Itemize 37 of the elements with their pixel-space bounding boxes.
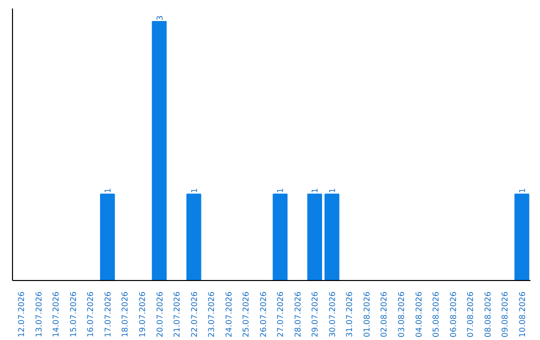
x-tick-label: 03.08.2026 <box>397 291 406 338</box>
x-tick-label: 10.08.2026 <box>518 291 527 338</box>
x-tick-label: 08.08.2026 <box>483 291 492 338</box>
data-label: 1 <box>103 188 112 194</box>
x-tick-label: 29.07.2026 <box>310 291 320 338</box>
x-tick-label: 17.07.2026 <box>103 291 112 338</box>
data-label: 3 <box>155 15 164 20</box>
x-tick-label: 30.07.2026 <box>328 291 337 338</box>
x-tick-label: 25.07.2026 <box>242 291 251 338</box>
x-tick-label: 19.07.2026 <box>138 291 147 338</box>
data-label: 1 <box>518 188 527 194</box>
x-tick-label: 01.08.2026 <box>362 291 372 338</box>
data-label: 1 <box>310 188 320 194</box>
x-tick-label: 02.08.2026 <box>380 291 389 338</box>
data-label: 1 <box>276 188 286 194</box>
x-tick-label: 14.07.2026 <box>52 291 61 338</box>
x-tick-label: 20.07.2026 <box>155 291 164 338</box>
x-tick-label: 26.07.2026 <box>258 291 268 338</box>
x-tick-label: 27.07.2026 <box>276 291 286 338</box>
x-tick-label: 15.07.2026 <box>68 291 78 338</box>
x-tick-label: 05.08.2026 <box>432 291 441 338</box>
x-tick-label: 12.07.2026 <box>17 291 26 338</box>
data-label: 1 <box>190 188 199 194</box>
x-tick-label: 28.07.2026 <box>293 291 302 338</box>
x-tick-label: 23.07.2026 <box>207 291 216 338</box>
x-tick-label: 09.08.2026 <box>500 291 510 338</box>
data-label: 1 <box>328 188 337 194</box>
x-tick-label: 07.08.2026 <box>466 291 476 338</box>
x-tick-label: 18.07.2026 <box>120 291 130 338</box>
x-tick-label: 06.08.2026 <box>448 291 458 338</box>
x-tick-label: 16.07.2026 <box>86 291 96 338</box>
x-tick-label: 04.08.2026 <box>414 291 424 338</box>
x-tick-label: 24.07.2026 <box>224 291 234 338</box>
x-tick-label: 21.07.2026 <box>172 291 182 338</box>
x-tick-label: 13.07.2026 <box>34 291 44 338</box>
x-tick-label: 31.07.2026 <box>345 291 354 338</box>
x-tick-label: 22.07.2026 <box>190 291 199 338</box>
